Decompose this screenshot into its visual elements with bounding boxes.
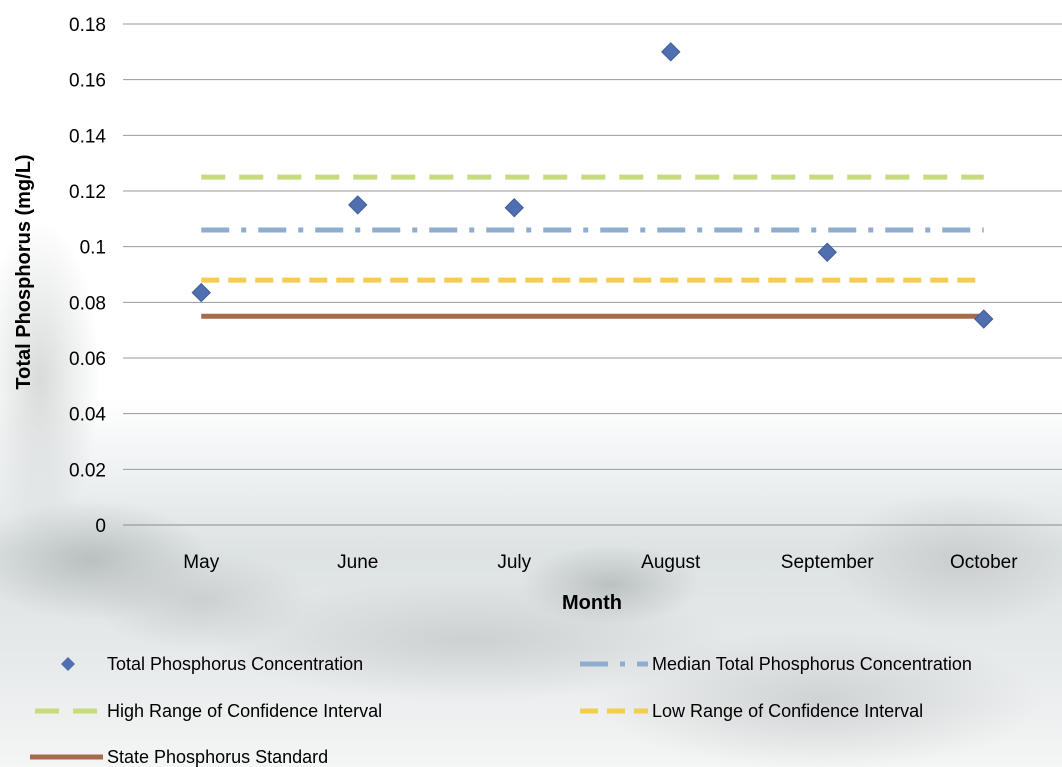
x-axis-title: Month bbox=[562, 592, 622, 614]
x-tick-label: May bbox=[183, 552, 219, 573]
data-point bbox=[974, 309, 994, 329]
y-tick-labels: 0 0.02 0.04 0.06 0.08 0.1 0.12 0.14 0.16 0.18 bbox=[69, 15, 106, 537]
x-tick-label: October bbox=[950, 552, 1018, 573]
legend-item: High Range of Confidence Interval bbox=[35, 701, 382, 721]
gridlines bbox=[123, 23, 1062, 526]
legend-label: Total Phosphorus Concentration bbox=[107, 654, 363, 674]
legend-diamond-marker bbox=[61, 657, 75, 671]
x-tick-label: September bbox=[781, 552, 875, 573]
y-tick-label: 0.02 bbox=[69, 460, 106, 481]
data-point bbox=[191, 282, 211, 303]
legend-label: Median Total Phosphorus Concentration bbox=[652, 654, 972, 674]
legend: Total Phosphorus Concentration Median Tot… bbox=[30, 654, 972, 767]
y-tick-label: 0.12 bbox=[69, 182, 106, 203]
x-tick-label: June bbox=[337, 552, 378, 573]
x-tick-label: August bbox=[641, 552, 701, 573]
y-tick-label: 0 bbox=[95, 516, 106, 537]
y-tick-label: 0.04 bbox=[69, 405, 106, 426]
y-tick-label: 0.18 bbox=[69, 15, 106, 36]
reference-lines bbox=[201, 174, 984, 319]
y-tick-label: 0.06 bbox=[69, 349, 106, 370]
x-tick-labels: May June July August September October bbox=[183, 552, 1018, 573]
y-tick-label: 0.08 bbox=[69, 293, 106, 314]
y-tick-label: 0.16 bbox=[69, 71, 106, 92]
data-point bbox=[661, 42, 681, 62]
legend-item: Median Total Phosphorus Concentration bbox=[580, 654, 972, 674]
legend-label: Low Range of Confidence Interval bbox=[652, 701, 923, 721]
x-tick-label: July bbox=[497, 552, 531, 573]
legend-item: Low Range of Confidence Interval bbox=[580, 701, 923, 721]
data-point bbox=[817, 242, 837, 262]
y-tick-label: 0.14 bbox=[69, 126, 106, 147]
legend-label: State Phosphorus Standard bbox=[107, 747, 328, 767]
legend-item: Total Phosphorus Concentration bbox=[61, 654, 363, 674]
y-tick-label: 0.1 bbox=[80, 238, 106, 259]
legend-label: High Range of Confidence Interval bbox=[107, 701, 382, 721]
data-point bbox=[504, 197, 524, 218]
legend-item: State Phosphorus Standard bbox=[30, 747, 328, 767]
y-axis-title: Total Phosphorus (mg/L) bbox=[13, 154, 35, 389]
data-point bbox=[348, 195, 368, 215]
data-points bbox=[191, 42, 994, 329]
